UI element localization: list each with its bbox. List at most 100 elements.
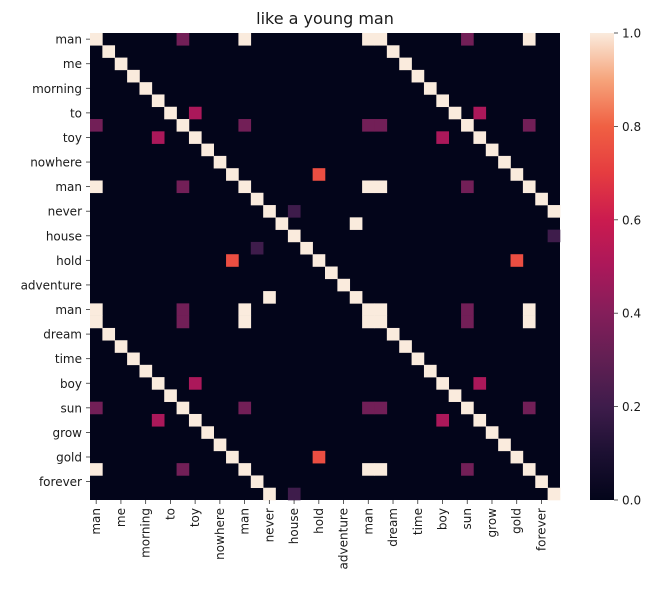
heatmap-cell: [473, 377, 487, 390]
y-tick-label: toy: [63, 131, 82, 145]
x-tick-label: house: [287, 508, 301, 544]
heatmap-cell: [226, 450, 239, 464]
colorbar-tick-label: 0.0: [622, 494, 641, 508]
heatmap-cell: [188, 131, 202, 144]
heatmap-cell: [201, 426, 214, 439]
heatmap-cell: [374, 315, 388, 329]
heatmap-cell: [522, 303, 536, 316]
heatmap-cell: [139, 82, 153, 95]
heatmap-cell: [90, 463, 103, 476]
x-tick-label: toy: [188, 508, 202, 527]
y-tick-label: grow: [53, 426, 83, 440]
heatmap-cell: [250, 192, 264, 206]
heatmap-cell: [90, 119, 103, 132]
x-tick-label: man: [238, 508, 252, 535]
y-tick-label: hold: [56, 254, 82, 268]
heatmap-cell: [226, 168, 239, 181]
heatmap-cell: [411, 352, 425, 366]
heatmap-cell: [374, 180, 388, 194]
colorbar-tick-label: 1.0: [622, 27, 641, 41]
heatmap-cell: [176, 119, 190, 132]
y-tick-label: me: [63, 57, 82, 71]
heatmap-cell: [461, 463, 474, 476]
heatmap-cell: [362, 119, 375, 132]
heatmap-cell: [522, 33, 536, 46]
heatmap-cell: [337, 278, 351, 292]
y-tick-label: sun: [61, 401, 82, 415]
y-tick-label: to: [70, 106, 82, 120]
heatmap-cell: [374, 303, 388, 316]
colorbar: [590, 33, 614, 500]
heatmap-cell: [461, 119, 474, 132]
heatmap-cell: [461, 315, 474, 329]
heatmap-cell: [151, 94, 165, 108]
heatmap-cell: [90, 303, 103, 316]
heatmap-cell: [362, 401, 375, 415]
heatmap-cell: [90, 315, 103, 329]
heatmap-cell: [522, 463, 536, 476]
heatmap-cell: [436, 94, 449, 108]
x-tick-label: time: [411, 508, 425, 535]
x-tick-label: nowhere: [213, 508, 227, 560]
heatmap-cell: [312, 450, 326, 464]
heatmap-cell: [287, 205, 301, 218]
heatmap-cell: [213, 438, 227, 452]
heatmap-cell: [102, 45, 116, 58]
heatmap-cell: [362, 180, 375, 194]
heatmap-cell: [399, 340, 412, 353]
heatmap-cell: [300, 241, 313, 255]
heatmap-cell: [535, 475, 548, 489]
heatmap-cell: [188, 413, 202, 427]
heatmap-cell: [127, 352, 140, 366]
heatmap-cell: [461, 33, 474, 46]
x-tick-label: adventure: [337, 508, 351, 569]
heatmap-cell: [473, 413, 487, 427]
heatmap-cell: [176, 315, 190, 329]
heatmap-cell: [374, 401, 388, 415]
x-tick-label: hold: [312, 508, 326, 534]
heatmap-cell: [461, 180, 474, 194]
heatmap-cell: [362, 33, 375, 46]
y-tick-label: forever: [39, 475, 82, 489]
heatmap-cell: [312, 254, 326, 267]
heatmap-cell: [238, 33, 252, 46]
heatmap-cell: [176, 401, 190, 415]
x-tick-label: morning: [139, 508, 153, 558]
heatmap-cell: [374, 119, 388, 132]
x-tick-label: sun: [460, 508, 474, 529]
heatmap-cell: [275, 217, 289, 230]
x-tick-label: forever: [534, 508, 548, 551]
heatmap-cell: [176, 180, 190, 194]
heatmap-cell: [349, 217, 363, 230]
heatmap-cell: [399, 57, 412, 71]
heatmap-cell: [238, 463, 252, 476]
heatmap-cell: [374, 463, 388, 476]
heatmap-cell: [127, 69, 140, 83]
heatmap-cell: [522, 180, 536, 194]
heatmap-cell: [362, 315, 375, 329]
heatmap-cells: [90, 33, 561, 501]
heatmap-cell: [263, 487, 276, 501]
heatmap-cell: [510, 450, 524, 464]
heatmap-cell: [164, 106, 177, 120]
heatmap-cell: [238, 401, 252, 415]
y-tick-label: gold: [56, 450, 82, 464]
heatmap-cell: [510, 254, 524, 267]
heatmap-cell: [374, 33, 388, 46]
colorbar-axis: 0.0 0.2 0.4 0.6 0.8 1.0: [614, 27, 641, 508]
heatmap-cell: [114, 57, 128, 71]
heatmap-cell: [522, 315, 536, 329]
heatmap-cell: [151, 131, 165, 144]
colorbar-tick-label: 0.4: [622, 307, 641, 321]
heatmap-cell: [423, 364, 437, 378]
heatmap-cell: [176, 463, 190, 476]
heatmap-cell: [151, 413, 165, 427]
heatmap-cell: [114, 340, 128, 353]
heatmap-cell: [287, 487, 301, 501]
heatmap-cell: [386, 327, 400, 341]
heatmap-cell: [250, 241, 264, 255]
colorbar-tick-label: 0.6: [622, 213, 641, 227]
heatmap-cell: [485, 143, 499, 157]
x-tick-label: never: [262, 508, 276, 542]
